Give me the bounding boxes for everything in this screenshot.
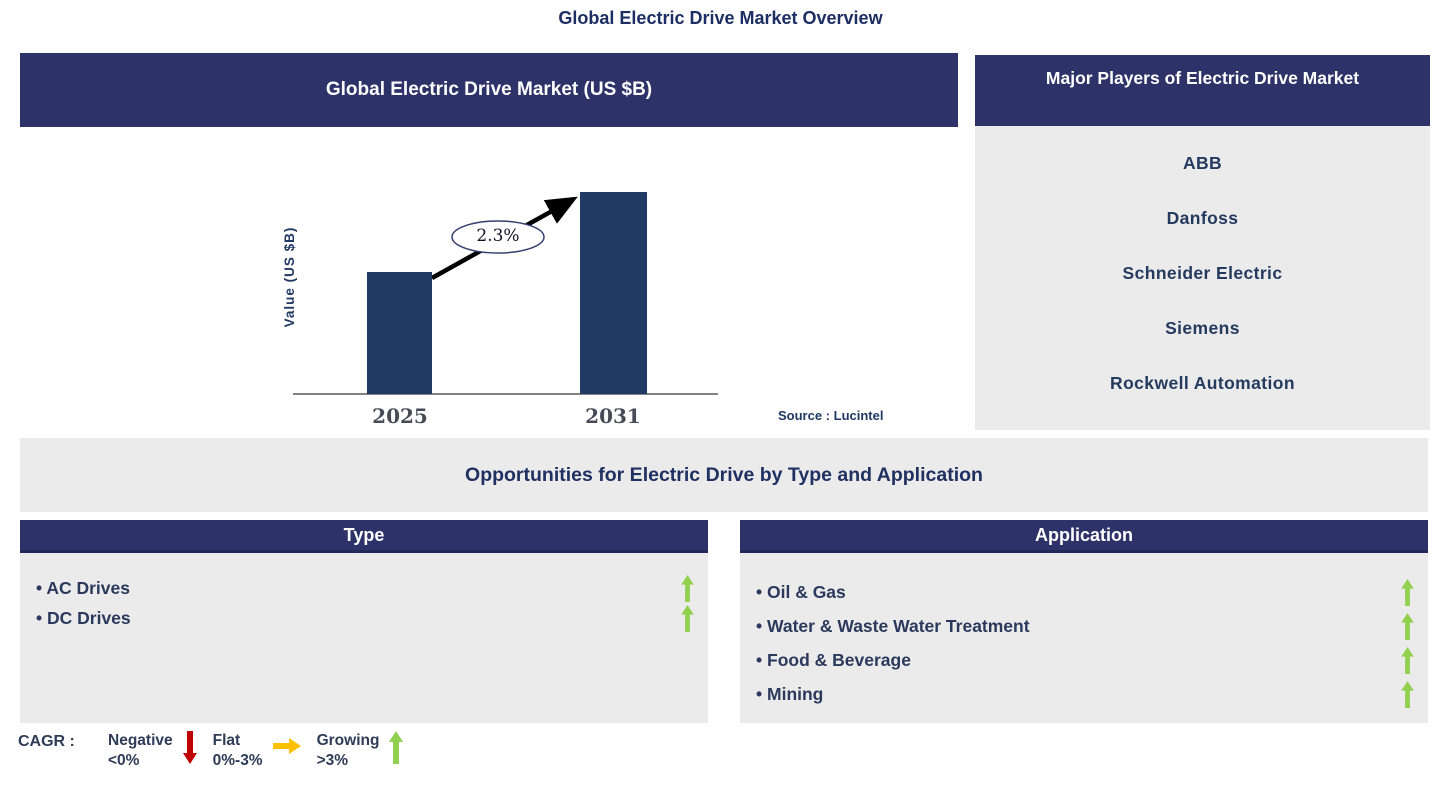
list-item: Mining xyxy=(756,677,1414,711)
cagr-legend-label: CAGR : xyxy=(18,733,75,750)
growing-up-arrow-icon xyxy=(1401,646,1414,674)
growing-up-arrow-icon xyxy=(389,731,404,764)
source-note: Source : Lucintel xyxy=(778,408,884,423)
growing-up-arrow-icon xyxy=(681,604,694,632)
x-tick-2031: 2031 xyxy=(585,404,641,428)
application-panel-header: Application xyxy=(740,520,1428,553)
major-players-header: Major Players of Electric Drive Market xyxy=(975,55,1430,126)
cagr-annotation: 2.3% xyxy=(476,226,520,246)
application-item-label: Water & Waste Water Treatment xyxy=(756,616,1030,637)
legend-entry-text: Negative <0% xyxy=(108,731,173,771)
legend-entry-range: >3% xyxy=(316,752,349,769)
player-item: Schneider Electric xyxy=(1122,263,1283,283)
legend-entry-negative: Negative <0% xyxy=(108,731,213,771)
major-players-list: ABB Danfoss Schneider Electric Siemens R… xyxy=(975,126,1430,395)
major-players-title: Major Players of Electric Drive Market xyxy=(1045,68,1360,88)
legend-entry-range: 0%-3% xyxy=(212,752,263,769)
application-panel: Application Oil & Gas Water & Waste Wate… xyxy=(740,520,1428,723)
bar-2025 xyxy=(367,272,432,394)
list-item: AC Drives xyxy=(36,573,694,603)
list-item: Food & Beverage xyxy=(756,643,1414,677)
player-item: ABB xyxy=(1182,153,1223,173)
type-panel-title: Type xyxy=(343,524,385,545)
growing-up-arrow-icon xyxy=(1401,680,1414,708)
type-panel: Type AC Drives DC Drives xyxy=(20,520,708,723)
growing-up-arrow-icon xyxy=(681,574,694,602)
type-item-label: DC Drives xyxy=(36,608,131,629)
cagr-legend: CAGR : Negative <0% Flat 0%-3% Growing >… xyxy=(18,731,419,771)
application-item-label: Food & Beverage xyxy=(756,650,911,671)
major-players-panel: Major Players of Electric Drive Market A… xyxy=(975,55,1430,430)
flat-right-arrow-icon xyxy=(272,738,301,754)
growing-up-arrow-icon xyxy=(1401,612,1414,640)
x-tick-2025: 2025 xyxy=(372,404,428,428)
cagr-bubble xyxy=(451,220,545,254)
application-item-label: Mining xyxy=(756,684,823,705)
type-item-label: AC Drives xyxy=(36,578,130,599)
type-panel-body: AC Drives DC Drives xyxy=(20,553,708,723)
player-item: Danfoss xyxy=(1166,208,1239,228)
page-title: Global Electric Drive Market Overview xyxy=(558,8,883,28)
legend-entry-growing: Growing >3% xyxy=(317,731,420,771)
application-panel-title: Application xyxy=(1035,524,1133,545)
list-item: Oil & Gas xyxy=(756,575,1414,609)
negative-down-arrow-icon xyxy=(182,731,197,764)
legend-entry-name: Negative xyxy=(108,732,173,749)
legend-entry-text: Flat 0%-3% xyxy=(213,731,263,771)
legend-entry-name: Growing xyxy=(316,732,380,749)
legend-entry-text: Growing >3% xyxy=(317,731,380,771)
chart-panel-title: Global Electric Drive Market (US $B) xyxy=(325,79,653,100)
list-item: Water & Waste Water Treatment xyxy=(756,609,1414,643)
opportunities-band: Opportunities for Electric Drive by Type… xyxy=(20,438,1428,512)
application-item-label: Oil & Gas xyxy=(756,582,846,603)
legend-entry-flat: Flat 0%-3% xyxy=(213,731,317,771)
player-item: Rockwell Automation xyxy=(1110,373,1295,393)
bar-2031 xyxy=(580,192,647,394)
chart-panel-header: Global Electric Drive Market (US $B) xyxy=(20,53,958,127)
legend-entry-name: Flat xyxy=(212,732,241,749)
legend-entry-range: <0% xyxy=(108,752,140,769)
application-panel-body: Oil & Gas Water & Waste Water Treatment … xyxy=(740,553,1428,723)
type-panel-header: Type xyxy=(20,520,708,553)
growing-up-arrow-icon xyxy=(1401,578,1414,606)
opportunities-title: Opportunities for Electric Drive by Type… xyxy=(465,463,983,486)
bar-chart-canvas xyxy=(293,196,718,395)
player-item: Siemens xyxy=(1165,318,1240,338)
y-axis-label: Value (US $B) xyxy=(282,226,297,328)
list-item: DC Drives xyxy=(36,603,694,633)
